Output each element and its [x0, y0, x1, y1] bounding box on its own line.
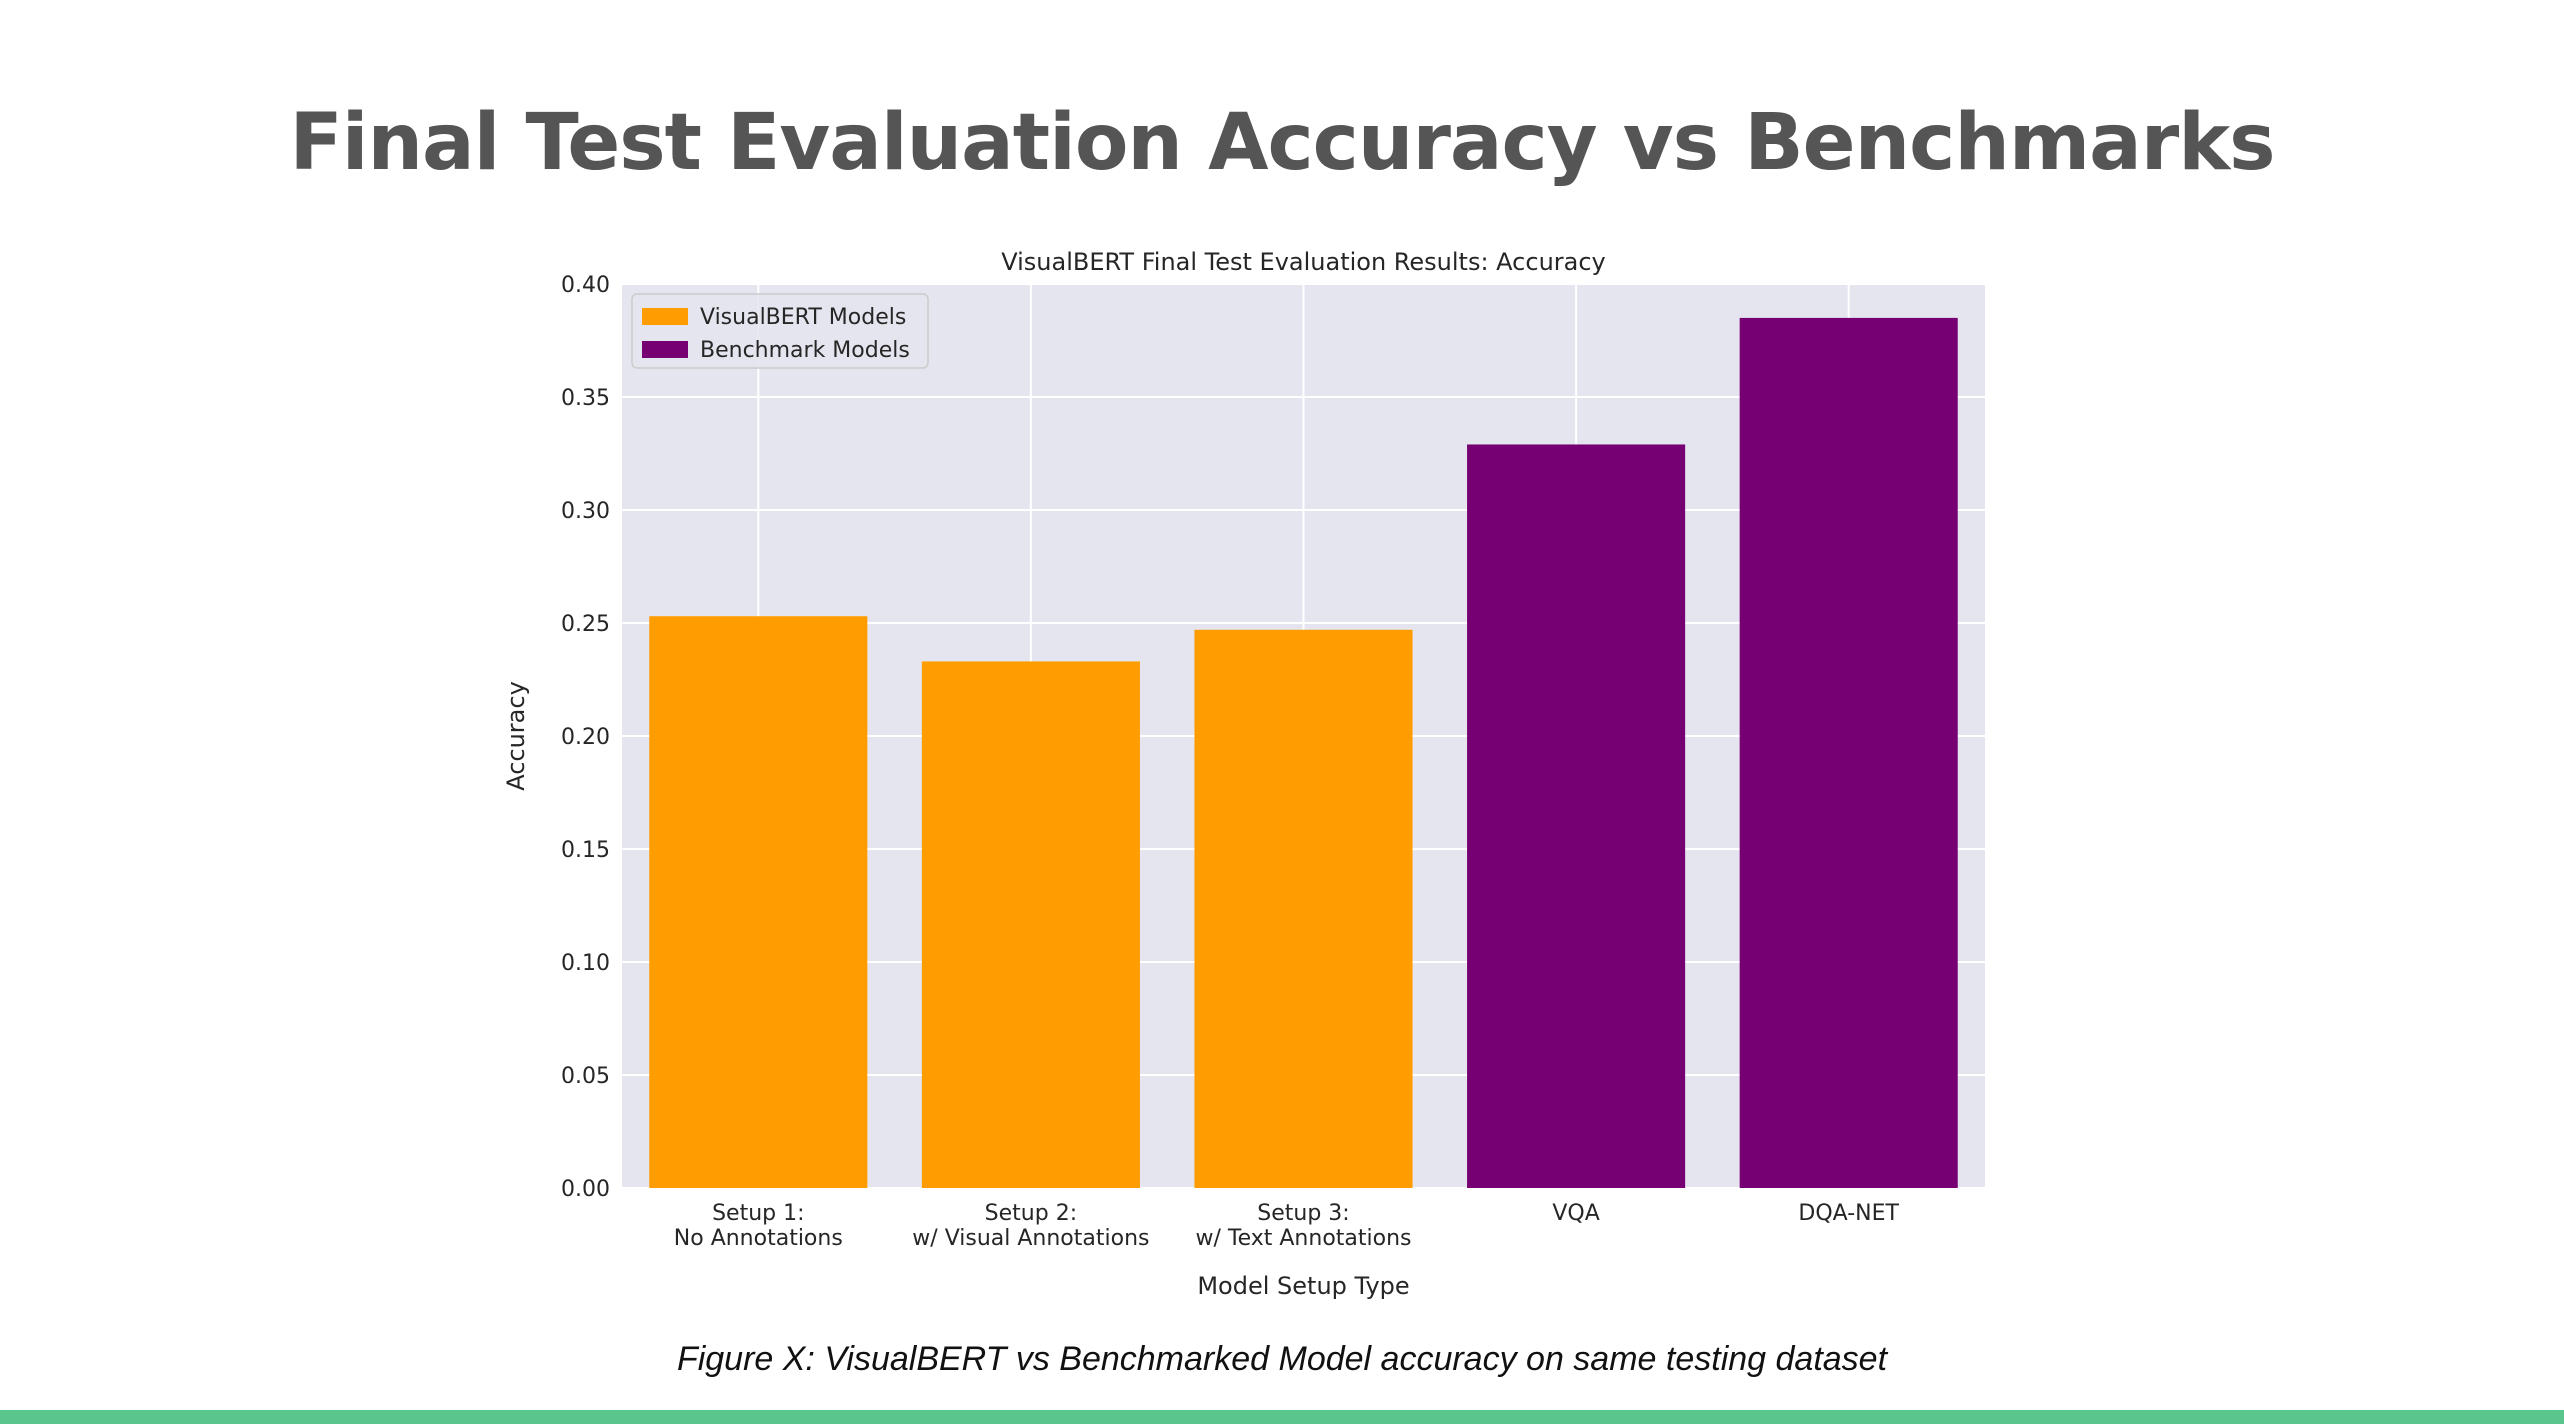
legend-label: Benchmark Models [700, 338, 910, 363]
bottom-accent-bar [0, 1410, 2564, 1424]
legend: VisualBERT Models Benchmark Models [631, 293, 929, 369]
legend-label: VisualBERT Models [700, 305, 906, 330]
slide-title: Final Test Evaluation Accuracy vs Benchm… [289, 98, 2275, 188]
y-tick-label: 0.20 [561, 725, 610, 750]
x-tick-label: VQA [1552, 1201, 1599, 1226]
y-tick-label: 0.00 [561, 1177, 610, 1202]
y-tick-label: 0.15 [561, 838, 610, 863]
x-axis-ticks: Setup 1:No Annotations Setup 2:w/ Visual … [674, 1201, 1900, 1251]
y-axis-label: Accuracy [502, 681, 530, 791]
x-tick-label: DQA-NET [1798, 1201, 1899, 1226]
bars [649, 317, 1958, 1189]
y-tick-label: 0.30 [561, 499, 610, 524]
y-tick-label: 0.40 [561, 273, 610, 298]
chart-title: VisualBERT Final Test Evaluation Results… [1001, 248, 1606, 276]
y-tick-label: 0.25 [561, 612, 610, 637]
legend-swatch [642, 308, 688, 325]
x-tick-label: Setup 3: [1257, 1201, 1349, 1226]
x-tick-label: w/ Visual Annotations [912, 1226, 1149, 1251]
bar [649, 616, 868, 1188]
accuracy-bar-chart: 0.00 0.05 0.10 0.15 0.20 0.25 0.30 0.35 0.40 Setu… [502, 248, 1985, 1300]
figure-caption: Figure X: VisualBERT vs Benchmarked Mode… [676, 1340, 1888, 1378]
legend-swatch [642, 341, 688, 358]
bar [1467, 444, 1686, 1189]
x-tick-label: No Annotations [674, 1226, 843, 1251]
bar [1194, 629, 1413, 1188]
bar [921, 661, 1140, 1188]
x-tick-label: Setup 2: [985, 1201, 1077, 1226]
x-axis-label: Model Setup Type [1197, 1272, 1409, 1300]
x-tick-label: w/ Text Annotations [1196, 1226, 1412, 1251]
bar [1739, 317, 1958, 1188]
legend-box [631, 293, 929, 369]
y-axis-ticks: 0.00 0.05 0.10 0.15 0.20 0.25 0.30 0.35 0.40 [561, 273, 610, 1202]
x-tick-label: Setup 1: [712, 1201, 804, 1226]
y-tick-label: 0.10 [561, 951, 610, 976]
y-tick-label: 0.05 [561, 1064, 610, 1089]
y-tick-label: 0.35 [561, 386, 610, 411]
